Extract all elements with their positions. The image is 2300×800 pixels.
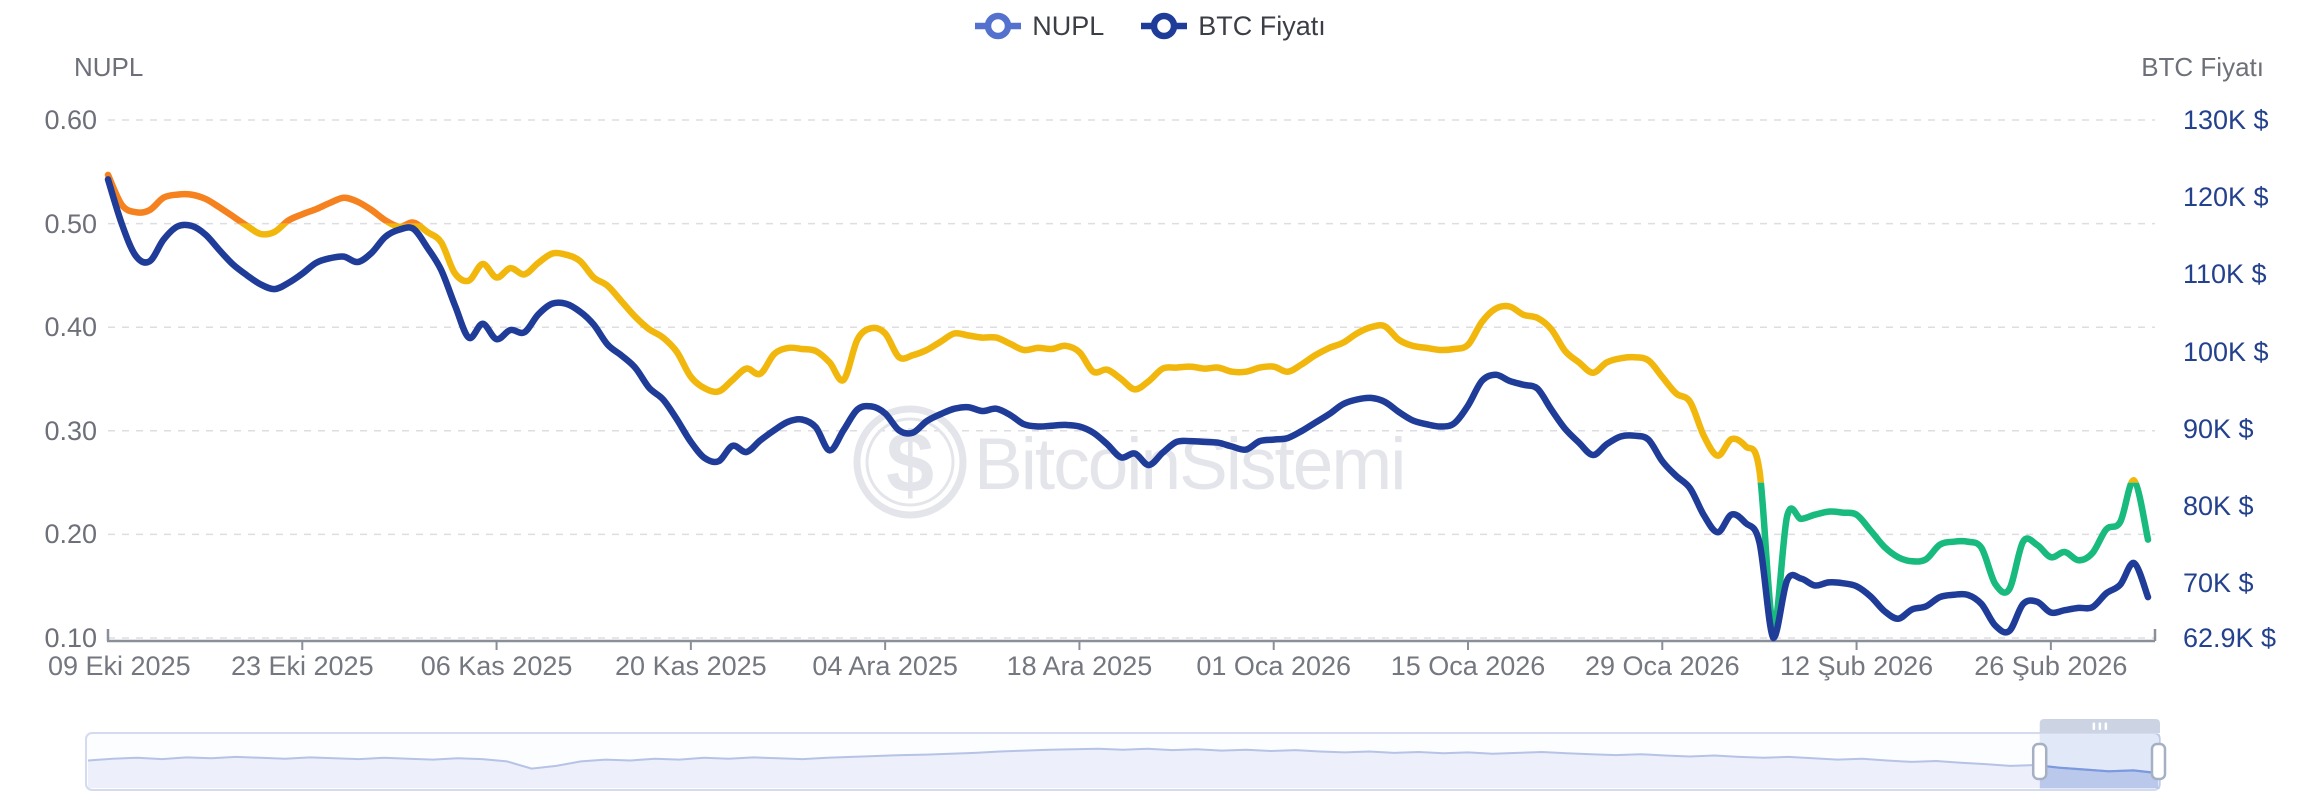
x-axis-tick-label: 09 Eki 2025: [48, 651, 191, 681]
data-zoom-navigator[interactable]: [85, 719, 2167, 791]
data-zoom-handle[interactable]: [2031, 742, 2048, 781]
move-bar-grip-dots: [2092, 722, 2096, 730]
left-axis-tick-label: 0.10: [44, 623, 97, 653]
left-axis-tick-label: 0.40: [44, 312, 97, 343]
x-axis-tick-label: 01 Oca 2026: [1196, 651, 1352, 681]
x-axis-line: [106, 629, 2157, 650]
right-axis-tick-label: 110K $: [2183, 259, 2267, 290]
x-axis-tick-label: 04 Ara 2025: [812, 651, 958, 681]
data-zoom-handle[interactable]: [2150, 742, 2167, 781]
navigator-preview-area: [88, 748, 2158, 788]
nupl-line-yellow-segment[interactable]: [108, 175, 2148, 627]
right-axis-tick-label: 100K $: [2183, 336, 2269, 367]
left-axis-title: NUPL: [74, 52, 144, 82]
move-bar-grip-dots: [2098, 722, 2102, 730]
watermark-logo-glyph: $: [886, 415, 934, 511]
x-axis-tick-label: 18 Ara 2025: [1006, 651, 1153, 681]
x-axis-tick-label: 15 Oca 2026: [1390, 651, 1546, 681]
navigator-selected-window[interactable]: [2039, 734, 2160, 789]
left-axis-tick-label: 0.20: [44, 519, 97, 550]
x-axis-tick-label: 06 Kas 2025: [420, 651, 573, 681]
btc-price-line[interactable]: [104, 176, 2152, 642]
right-axis-tick-label: 130K $: [2183, 105, 2269, 135]
move-bar-grip-dots: [2104, 722, 2108, 730]
x-axis-tick-label: 20 Kas 2025: [615, 651, 767, 681]
left-axis-tick-label: 0.60: [44, 105, 97, 135]
right-axis-tick-label: 90K $: [2183, 413, 2254, 444]
watermark: $ BitcoinSistemi: [853, 405, 1406, 519]
right-axis-tick-label: 70K $: [2183, 568, 2254, 599]
x-axis-tick-label: 29 Oca 2026: [1584, 651, 1740, 681]
right-axis-tick-label: 120K $: [2183, 182, 2269, 213]
nupl-line-green-segment[interactable]: [108, 175, 2152, 630]
x-axis-tick-label: 23 Eki 2025: [230, 651, 374, 681]
navigator-preview-line: [87, 747, 2159, 775]
line-circle-icon: [1141, 12, 1188, 40]
x-axis-tick-label: 26 Şub 2026: [1974, 651, 2128, 681]
legend-label: BTC Fiyatı: [1198, 10, 1326, 41]
chart-legend: NUPL BTC Fiyatı: [0, 6, 2300, 46]
x-axis-tick-label: 12 Şub 2026: [1779, 651, 1934, 681]
series-lines[interactable]: [104, 171, 2152, 642]
legend-label: NUPL: [1032, 10, 1105, 41]
watermark-text: BitcoinSistemi: [974, 424, 1404, 505]
legend-item-btc[interactable]: BTC Fiyatı: [1140, 11, 1326, 42]
legend-item-nupl[interactable]: NUPL: [974, 11, 1104, 42]
gridlines: [108, 119, 2155, 639]
right-axis-tick-label: 80K $: [2183, 490, 2254, 521]
right-axis-title: BTC Fiyatı: [2141, 52, 2264, 82]
left-axis-tick-label: 0.30: [44, 415, 97, 446]
left-axis-tick-label: 0.50: [44, 208, 97, 239]
line-circle-icon: [975, 12, 1022, 40]
nupl-line-orange-segment[interactable]: [104, 171, 2148, 627]
right-axis-tick-label: 62.9K $: [2183, 623, 2277, 653]
